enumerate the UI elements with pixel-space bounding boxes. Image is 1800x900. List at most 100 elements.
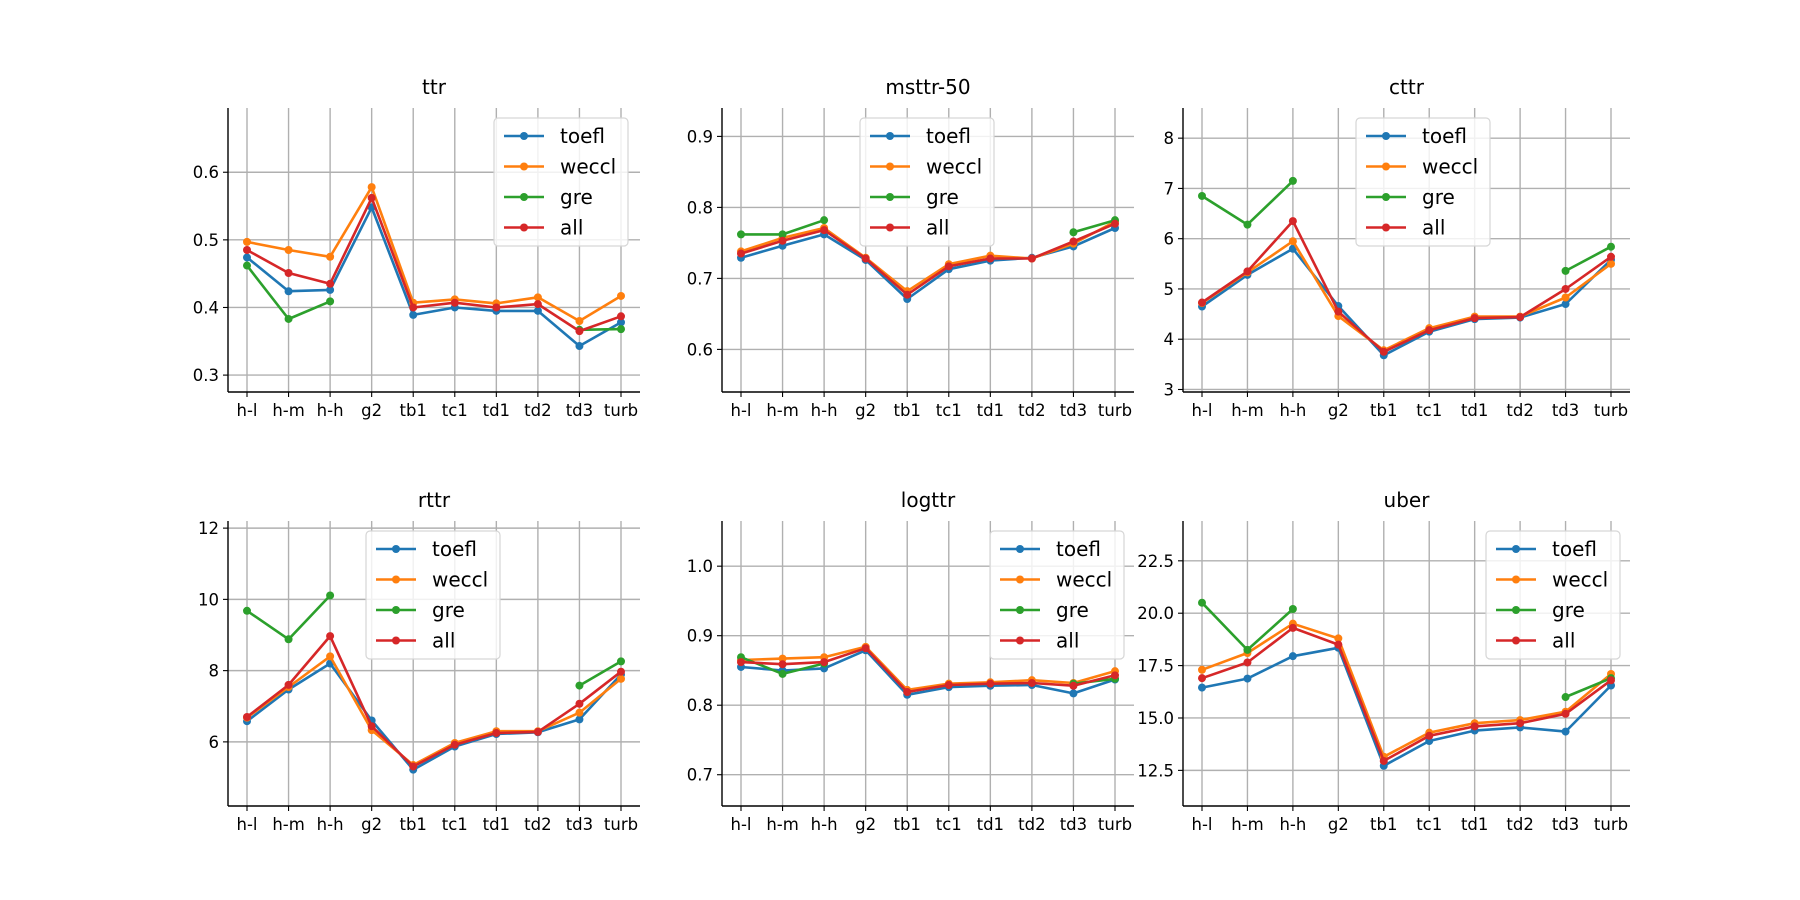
data-point-toefl [1561,300,1570,309]
x-tick-label-td2: td2 [1506,815,1533,834]
series-line-weccl [1201,622,1612,759]
y-tick-label: 3 [1164,380,1175,399]
x-tick-label-h-h: h-h [811,401,838,420]
data-point-gre [326,591,335,600]
data-point-all [575,327,584,336]
data-point-all [986,679,995,688]
x-tick-label-td1: td1 [1461,401,1488,420]
chart-title: ttr [422,75,447,99]
legend-label-gre: gre [432,598,465,622]
legend-label-weccl: weccl [926,155,982,179]
x-tick-label-turb: turb [1098,401,1132,420]
legend-marker-weccl [1512,575,1520,584]
legend-frame [989,530,1125,660]
legend-marker-all [1382,223,1390,232]
data-point-weccl [1198,665,1206,674]
legend-label-gre: gre [1056,598,1089,622]
x-tick-label-h-h: h-h [1279,401,1306,420]
legend-marker-gre [520,193,528,201]
legend-label-all: all [1552,629,1575,653]
series-line-all [740,646,1116,694]
legend-marker-toefl [520,132,528,140]
data-point-toefl [575,342,584,351]
legend: toefl weccl gre all [493,117,629,247]
data-point-all [1607,676,1615,685]
legend-label-toefl: toefl [1056,537,1101,561]
x-tick-label-tc1: tc1 [442,815,468,834]
y-tick-label: 0.7 [687,269,713,288]
x-tick-label-td3: td3 [1060,815,1087,834]
x-tick-label-h-l: h-l [1192,815,1213,834]
data-point-all [1111,671,1119,680]
chart-panel-cttr: h-l h-m h-h g2 tb1 tc1 td1 td2 td3 turb 3 4 5 6 7 8 cttr… [1164,75,1630,420]
legend-marker-toefl [392,545,400,553]
data-point-all [944,262,953,271]
data-point-gre [617,657,625,666]
legend-label-gre: gre [1422,185,1455,209]
legend-label-gre: gre [560,185,593,209]
data-point-all [1243,267,1252,276]
x-tick-label-td1: td1 [483,401,510,420]
x-tick-label-td1: td1 [1461,815,1488,834]
legend-frame [859,117,995,247]
data-point-all [367,722,376,731]
x-tick-label-h-m: h-m [272,401,304,420]
data-point-toefl [326,285,335,294]
x-tick-label-td2: td2 [1506,401,1533,420]
legend-frame [1485,530,1621,660]
legend-label-weccl: weccl [432,568,488,592]
data-point-all [617,312,625,321]
y-tick-label: 0.9 [687,627,713,646]
x-tick-label-tb1: tb1 [399,815,426,834]
data-point-all [575,699,584,708]
data-point-toefl [1243,674,1252,683]
x-tick-label-td1: td1 [977,401,1004,420]
y-tick-label: 5 [1164,280,1175,299]
legend-label-weccl: weccl [560,155,616,179]
y-tick-label: 0.8 [687,696,713,715]
legend-marker-gre [392,606,400,614]
x-tick-label-tb1: tb1 [893,401,920,420]
data-point-gre [1561,693,1570,702]
data-point-all [1425,326,1434,335]
legend-label-gre: gre [1552,598,1585,622]
data-point-all [492,728,501,737]
x-tick-label-tb1: tb1 [1370,401,1397,420]
legend-label-all: all [432,629,455,653]
data-point-weccl [1288,237,1297,246]
y-tick-label: 6 [209,733,220,752]
legend-label-toefl: toefl [1422,124,1467,148]
data-point-gre [1243,220,1252,229]
data-point-weccl [1561,293,1570,302]
data-point-all [1288,217,1297,226]
data-point-weccl [326,252,335,261]
series-line-weccl [740,645,1116,692]
data-point-gre [284,635,293,644]
data-point-all [1561,284,1570,293]
data-point-all [533,727,542,736]
data-point-all [986,254,995,263]
series-line-weccl [1201,239,1612,352]
data-point-weccl [243,237,251,246]
chart-panel-uber: h-l h-m h-h g2 tb1 tc1 td1 td2 td3 turb 12.5 15.0 17… [1137,488,1630,834]
x-tick-label-h-l: h-l [731,815,752,834]
legend-label-toefl: toefl [926,124,971,148]
series-line-gre [1565,676,1612,699]
data-point-gre [1069,228,1078,237]
y-tick-label: 0.8 [687,198,713,217]
data-point-gre [284,314,293,323]
legend-label-all: all [926,216,949,240]
x-tick-label-tc1: tc1 [936,815,962,834]
data-point-all [778,660,787,669]
legend-frame [493,117,629,247]
x-tick-label-g2: g2 [361,815,382,834]
data-point-all [1470,314,1479,323]
series-line-gre [1564,245,1612,273]
data-point-all [737,249,745,258]
x-tick-label-td1: td1 [977,815,1004,834]
data-point-toefl [575,715,584,724]
y-tick-label: 0.7 [687,766,713,785]
data-point-gre [1607,242,1615,251]
y-tick-label: 17.5 [1137,657,1174,676]
